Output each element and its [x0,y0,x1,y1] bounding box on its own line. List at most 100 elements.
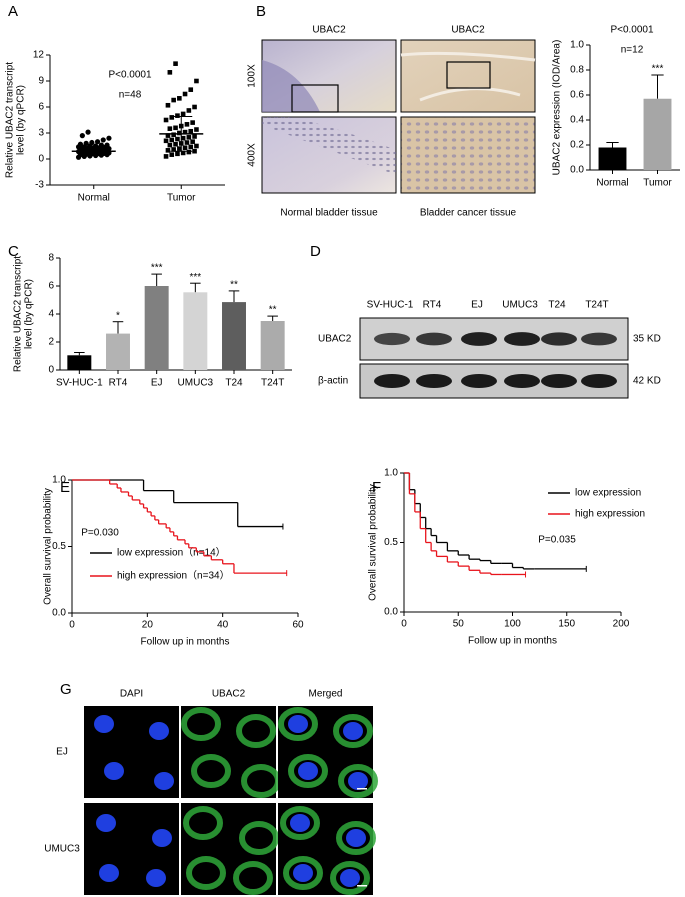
data-point [192,134,197,139]
y-tick-label: 1.0 [384,468,398,479]
data-point [184,140,190,145]
data-point [94,139,101,145]
panel-label: A [8,3,18,20]
data-point [169,115,175,120]
blot-band [504,374,540,388]
cytoplasm [336,821,376,855]
x-tick-label: 40 [217,620,229,631]
data-point [194,143,199,149]
blot-band [581,332,617,346]
data-point [186,108,192,113]
y-tick-label: 12 [33,50,45,61]
image-row-label: UMUC3 [44,844,80,855]
significance: *** [189,272,201,283]
panel-label: E [60,479,70,496]
data-point [89,139,95,146]
lane-label: SV-HUC-1 [367,300,414,311]
data-point [173,61,178,66]
data-point [167,142,173,148]
y-axis-label: Overall survival probability [43,488,54,605]
nucleus [99,864,119,882]
panel-label: G [60,681,72,698]
cytoplasm [191,754,231,788]
data-point [163,117,169,123]
x-tick-label: RT4 [109,378,128,389]
blot-band [461,332,497,346]
nucleus [346,829,366,847]
bar [106,333,130,370]
data-point [104,142,110,148]
image-column-label: UBAC2 [312,25,346,36]
x-tick-label: 50 [453,619,465,630]
nucleus [340,869,360,887]
x-tick-label: T24T [261,378,284,389]
y-tick-label: 1.0 [570,40,584,51]
tissue-stroma [400,51,536,102]
y-tick-label: 0 [48,365,54,376]
data-point [171,97,176,103]
image-caption: Bladder cancer tissue [420,208,517,219]
x-tick-label: Tumor [167,193,196,204]
image-column-label: UBAC2 [212,689,246,700]
cytoplasm [330,861,370,895]
y-tick-label: 0.4 [570,115,584,126]
data-point [186,135,192,140]
blot-band [374,374,410,388]
data-point [175,113,180,118]
data-point [175,151,180,157]
x-tick-label: 0 [69,620,75,631]
y-tick-label: 0.0 [384,607,398,618]
y-tick-label: -3 [35,180,44,191]
x-tick-label: 0 [401,619,407,630]
panel-label: C [8,243,19,260]
x-tick-label: 60 [292,620,304,631]
lane-label: T24 [548,300,566,311]
image-caption: Normal bladder tissue [280,208,378,219]
blot-band [374,332,410,346]
data-point [173,141,178,147]
lane-label: EJ [471,300,483,311]
x-tick-label: 150 [558,619,575,630]
bar [598,147,627,170]
x-tick-label: T24 [225,378,243,389]
blot-band [541,332,577,346]
cytoplasm [239,821,279,855]
y-tick-label: 6 [38,102,44,113]
cytoplasm [278,707,318,741]
image-column-label: UBAC2 [451,25,485,36]
blot-band [541,374,577,388]
data-point [194,127,199,132]
nucleus [343,722,363,740]
significance: * [116,310,120,321]
blot-band [416,374,452,388]
bar [144,286,169,370]
inset-box [446,61,491,89]
y-tick-label: 0.5 [384,537,398,548]
annotation: P=0.035 [538,535,576,546]
x-tick-label: 200 [613,619,630,630]
nucleus [293,864,313,882]
x-tick-label: SV-HUC-1 [56,378,103,389]
data-point [190,139,195,144]
image-column-label: DAPI [120,689,143,700]
y-axis-label: Relative UBAC2 transcript [5,62,16,178]
data-point [163,138,169,144]
data-point [163,154,169,159]
image-row-label: 100X [247,64,258,88]
y-tick-label: 6 [48,281,54,292]
lane-label: T24T [585,300,608,311]
image-row-label: EJ [56,747,68,758]
data-point [180,150,186,156]
data-point [83,140,89,146]
cytoplasm [338,764,378,798]
legend-label: low expression（n=14） [117,547,226,559]
data-point [165,148,171,153]
data-point [180,111,186,117]
y-tick-label: 9 [38,76,44,87]
annotation: P<0.0001 [108,70,152,81]
data-point [165,133,171,138]
nucleus [290,814,310,832]
x-tick-label: 20 [142,620,154,631]
nucleus [149,722,169,740]
